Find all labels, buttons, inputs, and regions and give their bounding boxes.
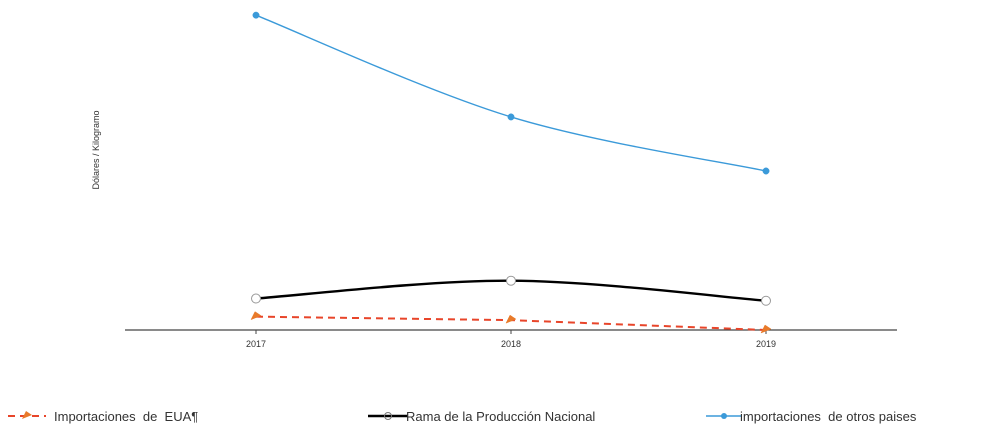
- series-1-point-2017: [251, 293, 261, 304]
- legend-marker-2: [721, 413, 727, 419]
- series-1-point-2018: [506, 275, 516, 286]
- legend-label-1: Rama de la Producción Nacional: [406, 409, 595, 424]
- series-1-point-2019: [761, 295, 771, 306]
- x-tick-label-2018: 2018: [501, 339, 521, 349]
- x-tick-label-2017: 2017: [246, 339, 266, 349]
- legend-label-2: importaciones de otros paises: [740, 409, 917, 424]
- plot-area: 2017 2018 2019 Dólares / Kilogramo: [91, 11, 897, 349]
- y-axis-title: Dólares / Kilogramo: [91, 110, 101, 189]
- legend-marker-1: [384, 412, 392, 420]
- series-2-point-2019: [762, 167, 770, 175]
- series-line-2: [255, 14, 767, 172]
- series-0-point-2019: [760, 324, 772, 334]
- legend-marker-0: [22, 411, 32, 419]
- x-tick-label-2019: 2019: [756, 339, 776, 349]
- series-0-point-2018: [505, 314, 517, 324]
- series-2-point-2017: [252, 11, 260, 19]
- legend: Importaciones de EUA¶ Rama de la Producci…: [8, 409, 917, 424]
- series-2-point-2018: [507, 113, 515, 121]
- series-0-point-2017: [250, 311, 262, 321]
- legend-label-0: Importaciones de EUA¶: [54, 409, 198, 424]
